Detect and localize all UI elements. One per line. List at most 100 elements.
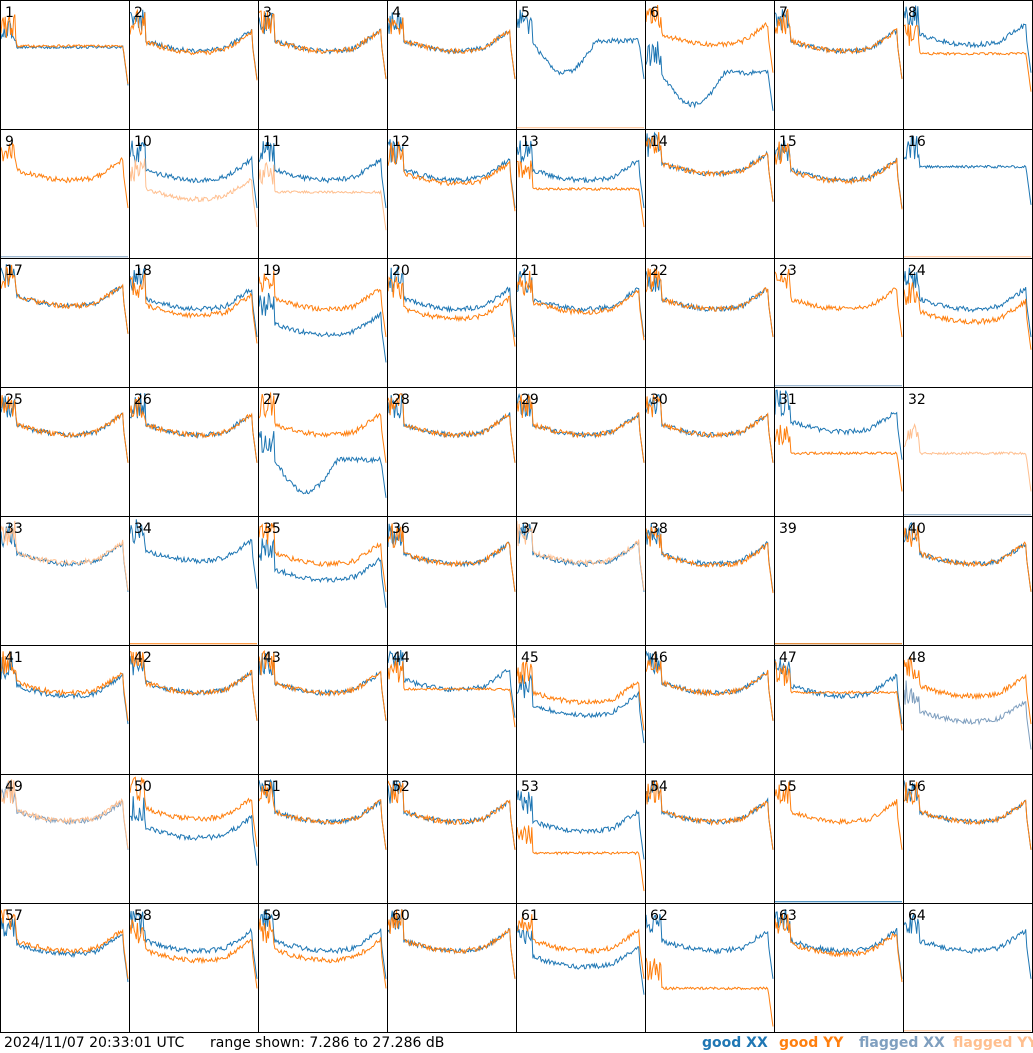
series-47-good-yy bbox=[774, 660, 903, 731]
panel-4: 4 bbox=[387, 0, 517, 130]
series-45-good-yy bbox=[516, 661, 645, 731]
panel-label-30: 30 bbox=[650, 392, 668, 408]
panel-label-47: 47 bbox=[779, 650, 797, 666]
series-64-good-xx bbox=[903, 912, 1032, 979]
legend-good-xx: good XX bbox=[702, 1035, 768, 1051]
panel-frame-9 bbox=[0, 129, 130, 259]
series-11-good-xx bbox=[258, 141, 387, 209]
series-26-good-yy bbox=[129, 396, 258, 463]
panel-19: 19 bbox=[258, 258, 388, 388]
panel-29: 29 bbox=[516, 387, 646, 517]
panel-8: 8 bbox=[903, 0, 1033, 130]
panel-38: 38 bbox=[645, 516, 775, 646]
series-2-good-xx bbox=[129, 9, 258, 80]
panel-57: 57 bbox=[0, 903, 130, 1033]
series-61-good-xx bbox=[516, 925, 645, 995]
panel-label-40: 40 bbox=[908, 521, 926, 537]
panel-label-59: 59 bbox=[263, 908, 281, 924]
panel-28: 28 bbox=[387, 387, 517, 517]
panel-40: 40 bbox=[903, 516, 1033, 646]
panel-label-60: 60 bbox=[392, 908, 410, 924]
legend-flagged-yy: flagged YY bbox=[953, 1035, 1033, 1051]
legend-good-yy: good YY bbox=[779, 1035, 844, 1051]
panel-31: 31 bbox=[774, 387, 904, 517]
panel-frame-1 bbox=[0, 0, 130, 130]
series-49-flagged-yy bbox=[0, 779, 129, 849]
series-10-good-xx bbox=[129, 139, 258, 209]
series-35-good-yy bbox=[258, 522, 387, 592]
series-41-good-xx bbox=[0, 656, 129, 725]
panel-10: 10 bbox=[129, 129, 259, 259]
panel-23: 23 bbox=[774, 258, 904, 388]
series-18-good-yy bbox=[129, 273, 258, 344]
panel-label-27: 27 bbox=[263, 392, 281, 408]
series-23-good-yy bbox=[774, 268, 903, 338]
series-50-good-xx bbox=[129, 796, 258, 866]
panel-18: 18 bbox=[129, 258, 259, 388]
series-13-good-xx bbox=[516, 140, 645, 209]
series-37-flagged-yy bbox=[516, 520, 645, 591]
panel-label-49: 49 bbox=[5, 779, 23, 795]
panel-label-43: 43 bbox=[263, 650, 281, 666]
panel-label-36: 36 bbox=[392, 521, 410, 537]
series-51-good-yy bbox=[258, 781, 387, 850]
panel-20: 20 bbox=[387, 258, 517, 388]
panel-36: 36 bbox=[387, 516, 517, 646]
panel-54: 54 bbox=[645, 774, 775, 904]
panel-label-64: 64 bbox=[908, 908, 926, 924]
panel-label-42: 42 bbox=[134, 650, 152, 666]
panel-label-11: 11 bbox=[263, 134, 281, 150]
panel-label-18: 18 bbox=[134, 263, 152, 279]
series-46-good-yy bbox=[645, 651, 774, 721]
panel-37: 37 bbox=[516, 516, 646, 646]
panel-label-13: 13 bbox=[521, 134, 539, 150]
panel-frame-5 bbox=[516, 0, 646, 130]
panel-label-37: 37 bbox=[521, 521, 539, 537]
panel-56: 56 bbox=[903, 774, 1033, 904]
panel-label-15: 15 bbox=[779, 134, 797, 150]
panel-48: 48 bbox=[903, 645, 1033, 775]
panel-frame-3 bbox=[258, 0, 388, 130]
panel-11: 11 bbox=[258, 129, 388, 259]
panel-label-25: 25 bbox=[5, 392, 23, 408]
series-15-good-xx bbox=[774, 140, 903, 209]
series-36-good-yy bbox=[387, 523, 516, 592]
series-19-good-yy bbox=[258, 270, 387, 338]
series-27-good-xx bbox=[258, 431, 387, 498]
series-3-good-xx bbox=[258, 12, 387, 80]
series-22-good-xx bbox=[645, 271, 774, 338]
panel-9: 9 bbox=[0, 129, 130, 259]
series-15-good-yy bbox=[774, 141, 903, 210]
panel-label-55: 55 bbox=[779, 779, 797, 795]
series-8-good-xx bbox=[903, 5, 1032, 73]
panel-49: 49 bbox=[0, 774, 130, 904]
panel-16: 16 bbox=[903, 129, 1033, 259]
panel-25: 25 bbox=[0, 387, 130, 517]
panel-label-4: 4 bbox=[392, 5, 401, 21]
panel-43: 43 bbox=[258, 645, 388, 775]
series-59-good-yy bbox=[258, 918, 387, 989]
series-45-good-xx bbox=[516, 674, 645, 744]
series-7-good-yy bbox=[774, 9, 903, 80]
series-6-good-yy bbox=[645, 4, 774, 73]
series-55-good-yy bbox=[774, 781, 903, 850]
range-label: range shown: 7.286 to 27.286 dB bbox=[210, 1035, 445, 1051]
series-2-good-yy bbox=[129, 8, 258, 81]
panel-frame-2 bbox=[129, 0, 259, 130]
panel-frame-6 bbox=[645, 0, 775, 130]
panel-42: 42 bbox=[129, 645, 259, 775]
series-31-good-xx bbox=[774, 389, 903, 460]
series-4-good-yy bbox=[387, 17, 516, 80]
panel-label-35: 35 bbox=[263, 521, 281, 537]
panel-label-28: 28 bbox=[392, 392, 410, 408]
panel-21: 21 bbox=[516, 258, 646, 388]
panel-7: 7 bbox=[774, 0, 904, 130]
panel-label-44: 44 bbox=[392, 650, 410, 666]
panel-15: 15 bbox=[774, 129, 904, 259]
panel-label-12: 12 bbox=[392, 134, 410, 150]
panel-33: 33 bbox=[0, 516, 130, 646]
panel-frame-4 bbox=[387, 0, 517, 130]
series-61-good-yy bbox=[516, 914, 645, 979]
series-58-good-yy bbox=[129, 919, 258, 989]
series-56-good-yy bbox=[903, 781, 1032, 850]
